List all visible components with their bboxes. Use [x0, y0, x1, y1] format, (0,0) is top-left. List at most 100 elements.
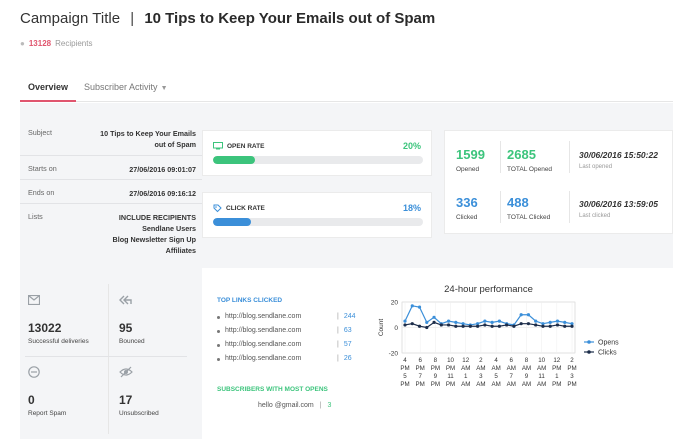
- tab-overview[interactable]: Overview: [20, 72, 77, 102]
- open-rate-bar: [213, 156, 423, 164]
- tag-icon: [213, 204, 222, 212]
- stat-opened-label: Opened: [456, 166, 480, 173]
- chart-xtick-label: PM: [431, 365, 440, 372]
- stat-clicked: 336 Clicked: [456, 195, 478, 221]
- bullet-icon: [217, 358, 220, 361]
- click-rate-label: CLICK RATE: [226, 204, 265, 212]
- chart-xtick-label: 5: [494, 373, 498, 380]
- legend-label-clicks: Clicks: [598, 350, 617, 357]
- list-item: Affiliates: [165, 246, 196, 255]
- data-point-opens: [570, 322, 574, 326]
- tile-report-spam: 0 Report Spam: [28, 366, 116, 417]
- chart-xtick-label: PM: [567, 381, 576, 388]
- detail-subject-value: 10 Tips to Keep Your Emails out of Spam: [100, 128, 196, 155]
- link-separator: |: [337, 341, 339, 348]
- chart-xtick-label: PM: [416, 381, 425, 388]
- link-row[interactable]: http://blog.sendlane.com | 63: [217, 327, 367, 334]
- stat-total-clicked-value: 488: [507, 195, 529, 210]
- divider: [108, 284, 109, 434]
- chart-xtick-label: 2: [570, 357, 574, 364]
- data-point-opens: [432, 315, 436, 319]
- recipients-label: Recipients: [55, 39, 93, 48]
- data-point-opens: [461, 322, 465, 326]
- data-point-opens: [563, 320, 567, 324]
- chart-xtick-label: 9: [434, 373, 438, 380]
- data-point-opens: [548, 320, 552, 324]
- detail-subject-value-line2: out of Spam: [154, 140, 196, 149]
- bullet-icon: [217, 330, 220, 333]
- minus-circle-icon: [28, 366, 116, 382]
- chart-xtick-label: 4: [494, 357, 498, 364]
- chart-xtick-label: 10: [447, 357, 454, 364]
- link-url[interactable]: http://blog.sendlane.com: [225, 355, 302, 362]
- chevron-down-icon: ▼: [160, 85, 168, 92]
- chart-xtick-label: AM: [491, 365, 500, 372]
- data-point-clicks: [563, 324, 567, 328]
- link-url[interactable]: http://blog.sendlane.com: [225, 341, 302, 348]
- data-point-opens: [476, 322, 480, 326]
- click-rate-card: CLICK RATE 18%: [202, 192, 432, 238]
- data-point-clicks: [497, 324, 501, 328]
- data-point-clicks: [461, 324, 465, 328]
- detail-starts-key: Starts on: [28, 164, 57, 173]
- divider: [569, 191, 570, 223]
- chart-xtick-label: 6: [510, 357, 514, 364]
- campaign-details: Subject 10 Tips to Keep Your Emails out o…: [20, 118, 202, 268]
- chart-xtick-label: PM: [400, 365, 409, 372]
- data-point-opens: [541, 322, 545, 326]
- data-point-opens: [417, 305, 422, 309]
- tile-unsubscribed: 17 Unsubscribed: [119, 366, 207, 417]
- data-point-clicks: [403, 323, 407, 327]
- chart-xtick-label: AM: [537, 365, 546, 372]
- reply-all-icon: [119, 294, 207, 310]
- link-count: 63: [343, 327, 352, 334]
- data-point-clicks: [476, 324, 480, 328]
- link-separator: |: [337, 355, 339, 362]
- data-point-opens: [454, 320, 458, 324]
- data-point-opens: [446, 319, 451, 323]
- tab-overview-label: Overview: [28, 82, 69, 92]
- detail-ends-row: Ends on 27/06/2016 09:16:12: [20, 180, 202, 204]
- data-point-opens: [410, 304, 414, 308]
- stat-clicked-value: 336: [456, 195, 478, 210]
- chart-xtick-label: AM: [491, 381, 500, 388]
- campaign-title-label: Campaign Title: [20, 10, 121, 27]
- link-url[interactable]: http://blog.sendlane.com: [225, 327, 302, 334]
- chart-ytick-label: -20: [389, 351, 399, 358]
- link-row[interactable]: http://blog.sendlane.com | 244: [217, 313, 367, 320]
- tab-bar: Overview Subscriber Activity ▼: [20, 72, 673, 102]
- data-point-clicks: [526, 322, 531, 326]
- chart-xtick-label: 12: [462, 357, 469, 364]
- chart-title: 24-hour performance: [444, 284, 533, 295]
- open-rate-label: OPEN RATE: [227, 142, 265, 150]
- data-point-clicks: [490, 324, 494, 328]
- link-count: 57: [343, 341, 352, 348]
- chart-xtick-label: AM: [507, 365, 516, 372]
- delivery-stats: 13022 Successful deliveries 95 Bounced 0…: [20, 282, 202, 439]
- detail-ends-value: 27/06/2016 09:16:12: [129, 189, 196, 198]
- link-row[interactable]: http://blog.sendlane.com | 57: [217, 341, 367, 348]
- divider: [500, 141, 501, 173]
- data-point-opens: [403, 319, 407, 323]
- link-url[interactable]: http://blog.sendlane.com: [225, 313, 302, 320]
- data-point-opens: [497, 319, 501, 323]
- click-rate-bar-fill: [213, 218, 251, 226]
- chart-xtick-label: AM: [461, 381, 470, 388]
- chart-xtick-label: AM: [476, 365, 485, 372]
- report-spam-value: 0: [28, 393, 35, 407]
- data-point-clicks: [505, 323, 509, 327]
- link-row[interactable]: http://blog.sendlane.com | 26: [217, 355, 367, 362]
- tab-subscriber-activity[interactable]: Subscriber Activity ▼: [76, 72, 175, 102]
- monitor-icon: [213, 142, 223, 150]
- legend-marker-clicks: [587, 350, 591, 354]
- data-point-clicks: [439, 323, 443, 327]
- data-point-clicks: [468, 324, 472, 328]
- performance-panel: TOP LINKS CLICKED http://blog.sendlane.c…: [202, 268, 673, 439]
- chart-xtick-label: PM: [400, 381, 409, 388]
- chart-xtick-label: 11: [447, 373, 454, 380]
- deliveries-value: 13022: [28, 321, 62, 335]
- detail-starts-value: 27/06/2016 09:01:07: [129, 165, 196, 174]
- chart-xtick-label: 11: [538, 373, 545, 380]
- stat-opened: 1599 Opened: [456, 147, 485, 173]
- link-separator: |: [337, 313, 339, 320]
